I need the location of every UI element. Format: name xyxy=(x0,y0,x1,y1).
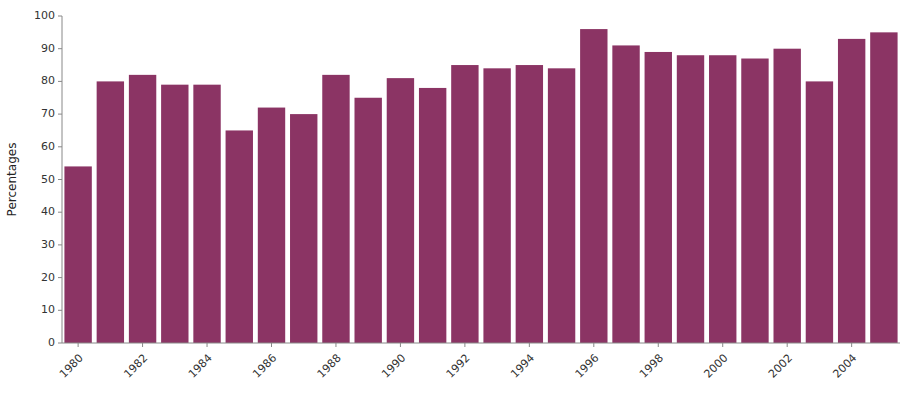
y-tick xyxy=(58,244,62,245)
x-tick xyxy=(464,343,465,347)
y-tick-label: 40 xyxy=(41,205,55,218)
bar xyxy=(580,29,607,343)
y-tick xyxy=(58,48,62,49)
y-tick xyxy=(58,146,62,147)
x-tick-label: 1992 xyxy=(444,352,473,381)
bar xyxy=(451,65,478,343)
x-tick-label: 2004 xyxy=(830,352,859,381)
axes: 0 10 20 30 40 50 60 70 80 90 100 1980 1982 1984 1986 19… xyxy=(34,9,900,381)
y-axis-label: Percentages xyxy=(5,143,19,217)
chart-container: 0 10 20 30 40 50 60 70 80 90 100 1980 1982 1984 1986 19… xyxy=(0,0,916,395)
bar xyxy=(870,32,897,343)
bar xyxy=(838,39,865,343)
y-tick-label: 100 xyxy=(34,9,55,22)
x-tick xyxy=(529,343,530,347)
bar xyxy=(645,52,672,343)
bar xyxy=(677,55,704,343)
y-tick xyxy=(58,212,62,213)
y-tick xyxy=(58,81,62,82)
x-tick xyxy=(271,343,272,347)
y-tick-label: 0 xyxy=(48,336,55,349)
x-tick-label: 1984 xyxy=(186,352,215,381)
bar xyxy=(741,59,768,343)
y-tick xyxy=(58,114,62,115)
chart-svg: 0 10 20 30 40 50 60 70 80 90 100 1980 1982 1984 1986 19… xyxy=(0,0,916,395)
bar xyxy=(548,68,575,343)
x-tick xyxy=(658,343,659,347)
bar xyxy=(419,88,446,343)
bar xyxy=(226,130,253,343)
x-tick-label: 1990 xyxy=(379,352,408,381)
x-tick-label: 1980 xyxy=(57,352,86,381)
y-tick-label: 90 xyxy=(41,42,55,55)
bar xyxy=(258,108,285,343)
bar xyxy=(773,49,800,343)
bar xyxy=(612,45,639,343)
bar xyxy=(709,55,736,343)
x-tick xyxy=(78,343,79,347)
y-tick-label: 30 xyxy=(41,238,55,251)
x-tick-label: 1988 xyxy=(315,352,344,381)
y-tick xyxy=(58,179,62,180)
bar xyxy=(322,75,349,343)
bar xyxy=(483,68,510,343)
x-tick xyxy=(400,343,401,347)
y-tick-label: 80 xyxy=(41,74,55,87)
x-tick xyxy=(593,343,594,347)
y-tick-label: 20 xyxy=(41,271,55,284)
y-tick xyxy=(58,16,62,17)
bars xyxy=(64,29,897,343)
x-tick-label: 1986 xyxy=(250,352,279,381)
x-tick-label: 2002 xyxy=(766,352,795,381)
x-tick-label: 2000 xyxy=(702,352,731,381)
bar xyxy=(64,166,91,343)
bar xyxy=(354,98,381,343)
x-tick xyxy=(335,343,336,347)
bar xyxy=(387,78,414,343)
y-tick xyxy=(58,343,62,344)
x-tick-label: 1998 xyxy=(637,352,666,381)
bar xyxy=(161,85,188,343)
y-tick-label: 10 xyxy=(41,303,55,316)
y-tick xyxy=(58,277,62,278)
x-tick xyxy=(207,343,208,347)
x-tick xyxy=(142,343,143,347)
bar xyxy=(806,81,833,343)
x-axis-line xyxy=(62,343,900,344)
x-tick-label: 1996 xyxy=(573,352,602,381)
x-tick xyxy=(787,343,788,347)
bar xyxy=(129,75,156,343)
y-tick-label: 60 xyxy=(41,140,55,153)
y-tick-label: 50 xyxy=(41,173,55,186)
x-tick xyxy=(722,343,723,347)
x-tick xyxy=(851,343,852,347)
y-tick xyxy=(58,310,62,311)
bar xyxy=(516,65,543,343)
bar xyxy=(193,85,220,343)
x-tick-label: 1982 xyxy=(121,352,150,381)
bar xyxy=(290,114,317,343)
y-tick-label: 70 xyxy=(41,107,55,120)
x-tick-label: 1994 xyxy=(508,352,537,381)
bar xyxy=(97,81,124,343)
